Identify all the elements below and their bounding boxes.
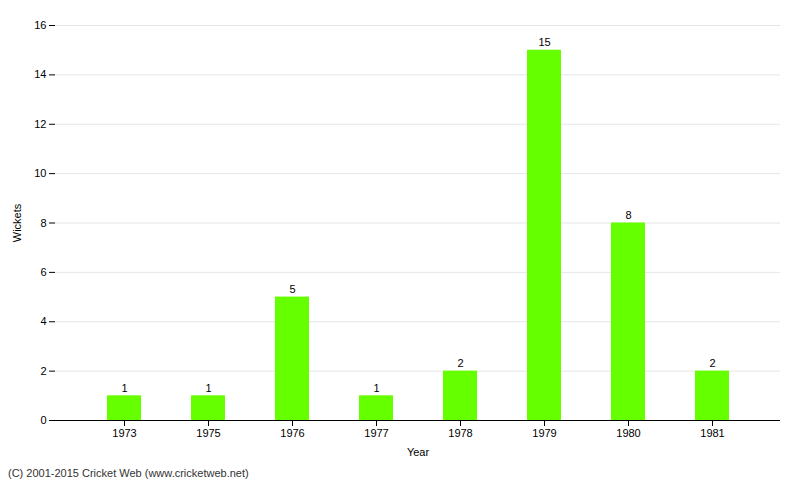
svg-text:1979: 1979 xyxy=(532,427,556,439)
svg-text:1980: 1980 xyxy=(616,427,640,439)
svg-text:1: 1 xyxy=(205,382,211,394)
svg-text:1973: 1973 xyxy=(112,427,136,439)
svg-text:4: 4 xyxy=(40,315,46,327)
svg-text:15: 15 xyxy=(538,36,550,48)
svg-text:2: 2 xyxy=(457,357,463,369)
svg-text:5: 5 xyxy=(289,283,295,295)
svg-text:2: 2 xyxy=(40,365,46,377)
svg-text:Wickets: Wickets xyxy=(11,203,23,242)
svg-text:16: 16 xyxy=(34,19,46,31)
html-text:(C) 2001-2015 Cricket Web (www: (C) 2001-2015 Cricket Web (www.cricketwe… xyxy=(8,467,249,479)
svg-text:2: 2 xyxy=(709,357,715,369)
svg-text:14: 14 xyxy=(34,68,46,80)
svg-text:8: 8 xyxy=(625,209,631,221)
svg-text:1978: 1978 xyxy=(448,427,472,439)
svg-text:8: 8 xyxy=(40,217,46,229)
svg-text:1981: 1981 xyxy=(700,427,724,439)
svg-text:12: 12 xyxy=(34,118,46,130)
svg-text:1975: 1975 xyxy=(196,427,220,439)
svg-text:1: 1 xyxy=(373,382,379,394)
svg-text:10: 10 xyxy=(34,167,46,179)
svg-text:0: 0 xyxy=(40,414,46,426)
svg-text:1977: 1977 xyxy=(364,427,388,439)
svg-text:1976: 1976 xyxy=(280,427,304,439)
svg-text:6: 6 xyxy=(40,266,46,278)
svg-text:Year: Year xyxy=(407,446,430,458)
svg-text:1: 1 xyxy=(121,382,127,394)
